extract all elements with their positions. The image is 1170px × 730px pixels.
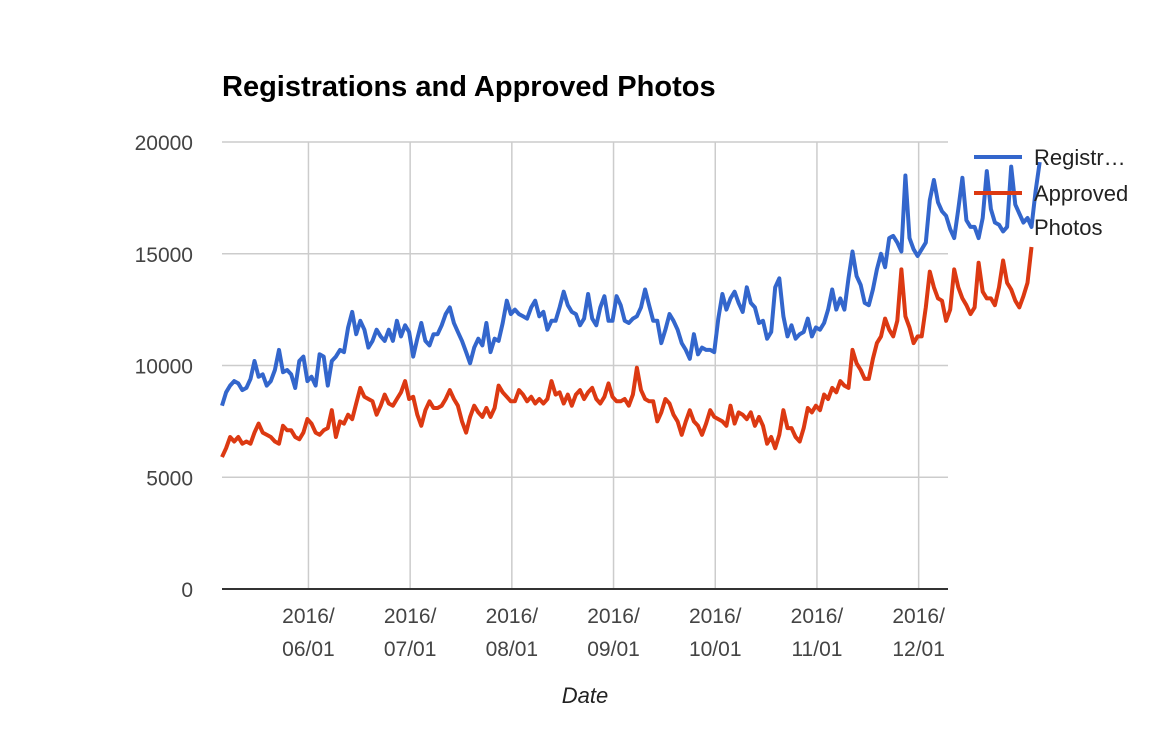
grid: [222, 141, 948, 589]
y-tick-label: 10000: [135, 356, 193, 379]
x-tick-label: 12/01: [892, 638, 945, 661]
legend-label: Approved Photos: [1034, 181, 1128, 240]
legend: Registr… Approved Photos: [974, 145, 1128, 240]
chart-title: Registrations and Approved Photos: [222, 71, 716, 103]
y-tick-label: 0: [181, 579, 193, 602]
x-tick-label: 09/01: [587, 638, 640, 661]
y-axis-ticks: 0 5000 10000 15000 20000: [135, 132, 193, 602]
series-group: [220, 161, 1042, 458]
x-tick-label: 08/01: [486, 638, 539, 661]
x-axis-ticks: 2016/06/01 2016/07/01 2016/08/01 2016/09/01…: [282, 605, 945, 661]
x-tick-label: 11/01: [791, 638, 842, 661]
x-tick-label: 2016/: [892, 605, 945, 628]
series-line-registrations: [220, 161, 1042, 407]
x-tick-label: 2016/: [282, 605, 335, 628]
x-tick-label: 2016/: [587, 605, 640, 628]
x-tick-label: 2016/: [384, 605, 437, 628]
x-tick-label: 07/01: [384, 638, 437, 661]
x-axis-title: Date: [562, 683, 608, 708]
series-line-approved-photos: [220, 246, 1034, 458]
legend-label: Registr…: [1034, 145, 1126, 170]
y-tick-label: 20000: [135, 132, 193, 155]
x-tick-label: 2016/: [486, 605, 539, 628]
x-tick-label: 2016/: [689, 605, 742, 628]
y-tick-label: 5000: [146, 467, 193, 490]
x-tick-label: 2016/: [791, 605, 844, 628]
y-tick-label: 15000: [135, 244, 193, 267]
x-tick-label: 10/01: [689, 638, 742, 661]
x-tick-label: 06/01: [282, 638, 335, 661]
